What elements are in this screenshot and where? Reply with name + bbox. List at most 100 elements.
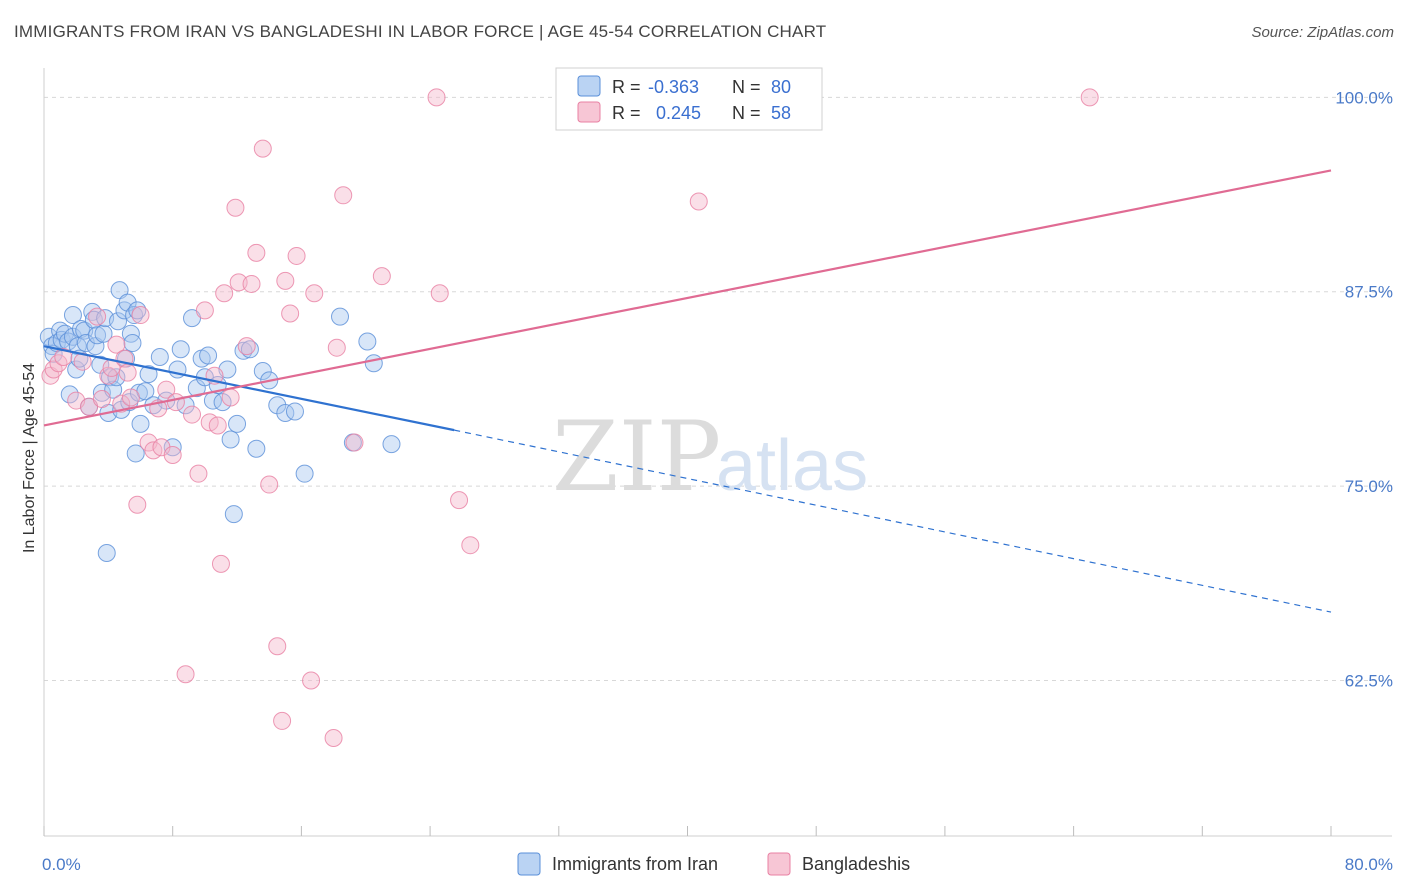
tick-labels: 100.0% 87.5% 75.0% 62.5% 0.0% 80.0%: [42, 88, 1393, 874]
bangladeshi-point-56: [450, 491, 469, 510]
iran-point-29: [109, 312, 128, 331]
iran-point-63: [228, 414, 247, 433]
bangladeshi-point-58: [689, 192, 708, 211]
bangladeshi-point-59: [1080, 88, 1099, 107]
bottom-legend-swatch-iran: [517, 852, 541, 876]
bangladeshi-point-12: [112, 394, 131, 413]
bangladeshi-point-15: [121, 388, 140, 407]
iran-point-78: [97, 543, 116, 562]
iran-point-50: [171, 340, 190, 359]
watermark: ZIP atlas: [552, 401, 868, 513]
bottom-legend: Immigrants from Iran Bangladeshis: [517, 852, 910, 876]
legend-swatch-bangladeshi: [577, 101, 601, 123]
watermark-zip: ZIP: [552, 401, 721, 513]
bangladeshi-point-33: [215, 284, 234, 303]
iran-point-65: [240, 340, 259, 359]
iran-point-75: [358, 332, 377, 351]
iran-point-66: [247, 439, 266, 458]
iran-point-61: [221, 430, 240, 449]
bangladeshi-point-40: [253, 139, 272, 158]
bangladeshi-point-11: [107, 335, 126, 354]
bangladeshi-point-49: [324, 729, 343, 748]
trend-line-iran-extrapolated: [454, 429, 1332, 613]
iran-point-39: [126, 444, 145, 463]
iran-point-42: [131, 414, 150, 433]
bangladeshi-point-57: [461, 536, 480, 555]
y-tick-label-2: 75.0%: [1345, 477, 1393, 496]
legend-r-label-iran: R =: [612, 77, 641, 97]
bangladeshi-point-2: [49, 354, 68, 373]
bangladeshi-point-32: [211, 554, 230, 573]
bangladeshi-point-17: [131, 306, 150, 325]
source-credit: Source: ZipAtlas.com: [1251, 24, 1394, 41]
axes: [43, 68, 1392, 837]
y-axis-title: In Labor Force | Age 45-54: [21, 363, 38, 553]
iran-point-62: [224, 505, 243, 524]
bangladeshi-point-23: [163, 446, 182, 464]
iran-point-20: [88, 326, 107, 345]
trend-lines: [43, 169, 1332, 613]
iran-point-22: [92, 383, 111, 402]
bangladeshi-point-1: [44, 360, 63, 379]
iran-point-73: [331, 307, 350, 326]
data-points: [39, 88, 1099, 748]
iran-point-36: [121, 324, 140, 343]
bangladeshi-point-35: [226, 198, 245, 217]
iran-point-18: [84, 310, 103, 329]
iran-point-71: [285, 402, 304, 421]
chart-title: IMMIGRANTS FROM IRAN VS BANGLADESHI IN L…: [14, 22, 827, 41]
legend-n-value-iran: 80: [771, 77, 791, 97]
iran-point-77: [382, 435, 401, 454]
iran-point-76: [364, 354, 383, 373]
bottom-legend-swatch-bangladeshi: [767, 852, 791, 876]
bangladeshi-point-50: [327, 338, 346, 357]
x-tick-label-1: 80.0%: [1345, 855, 1393, 874]
legend-r-value-bangladeshi: 0.245: [656, 103, 701, 123]
bottom-legend-label-iran: Immigrants from Iran: [552, 854, 718, 874]
y-tick-label-0: 100.0%: [1335, 88, 1393, 107]
iran-point-23: [94, 324, 113, 343]
legend-n-value-bangladeshi: 58: [771, 103, 791, 123]
y-tick-label-3: 62.5%: [1345, 671, 1393, 690]
bangladeshi-point-48: [305, 284, 324, 303]
bangladeshi-point-43: [273, 711, 292, 730]
bottom-legend-label-bangladeshi: Bangladeshis: [802, 854, 910, 874]
bangladeshi-point-46: [287, 246, 306, 265]
bangladeshi-point-8: [92, 390, 111, 409]
grid-lines: [44, 96, 1392, 681]
iran-point-13: [72, 320, 91, 339]
bangladeshi-point-27: [189, 464, 208, 483]
bangladeshi-point-54: [427, 88, 446, 107]
watermark-atlas: atlas: [716, 426, 868, 506]
iran-point-70: [276, 404, 295, 423]
bangladeshi-point-31: [208, 416, 227, 435]
bangladeshi-point-26: [183, 405, 202, 424]
bangladeshi-point-28: [195, 301, 214, 320]
legend-n-label-bangladeshi: N =: [732, 103, 761, 123]
bangladeshi-point-36: [229, 273, 248, 292]
bangladeshi-point-45: [281, 304, 300, 323]
legend-swatch-iran: [577, 75, 601, 97]
iran-point-44: [139, 365, 158, 384]
iran-point-37: [123, 334, 142, 353]
bangladeshi-point-7: [88, 307, 107, 326]
bangladeshi-point-55: [430, 284, 449, 303]
bangladeshi-point-25: [176, 665, 195, 684]
legend: R = -0.363 N = 80 R = 0.245 N = 58: [555, 67, 823, 131]
bangladeshi-point-42: [268, 637, 287, 656]
bangladeshi-point-3: [54, 348, 73, 367]
bangladeshi-point-24: [166, 393, 185, 412]
bangladeshi-point-44: [276, 271, 295, 290]
legend-n-label-iran: N =: [732, 77, 761, 97]
bangladeshi-point-16: [128, 495, 147, 514]
x-tick-label-0: 0.0%: [42, 855, 81, 874]
bangladeshi-point-34: [221, 388, 240, 407]
bangladeshi-point-41: [260, 475, 279, 494]
bangladeshi-point-38: [242, 274, 261, 293]
bangladeshi-point-51: [334, 186, 353, 205]
iran-point-56: [199, 346, 218, 365]
iran-point-72: [295, 464, 314, 483]
series-bangladeshi-points: [41, 88, 1099, 748]
bangladeshi-point-52: [345, 433, 364, 452]
